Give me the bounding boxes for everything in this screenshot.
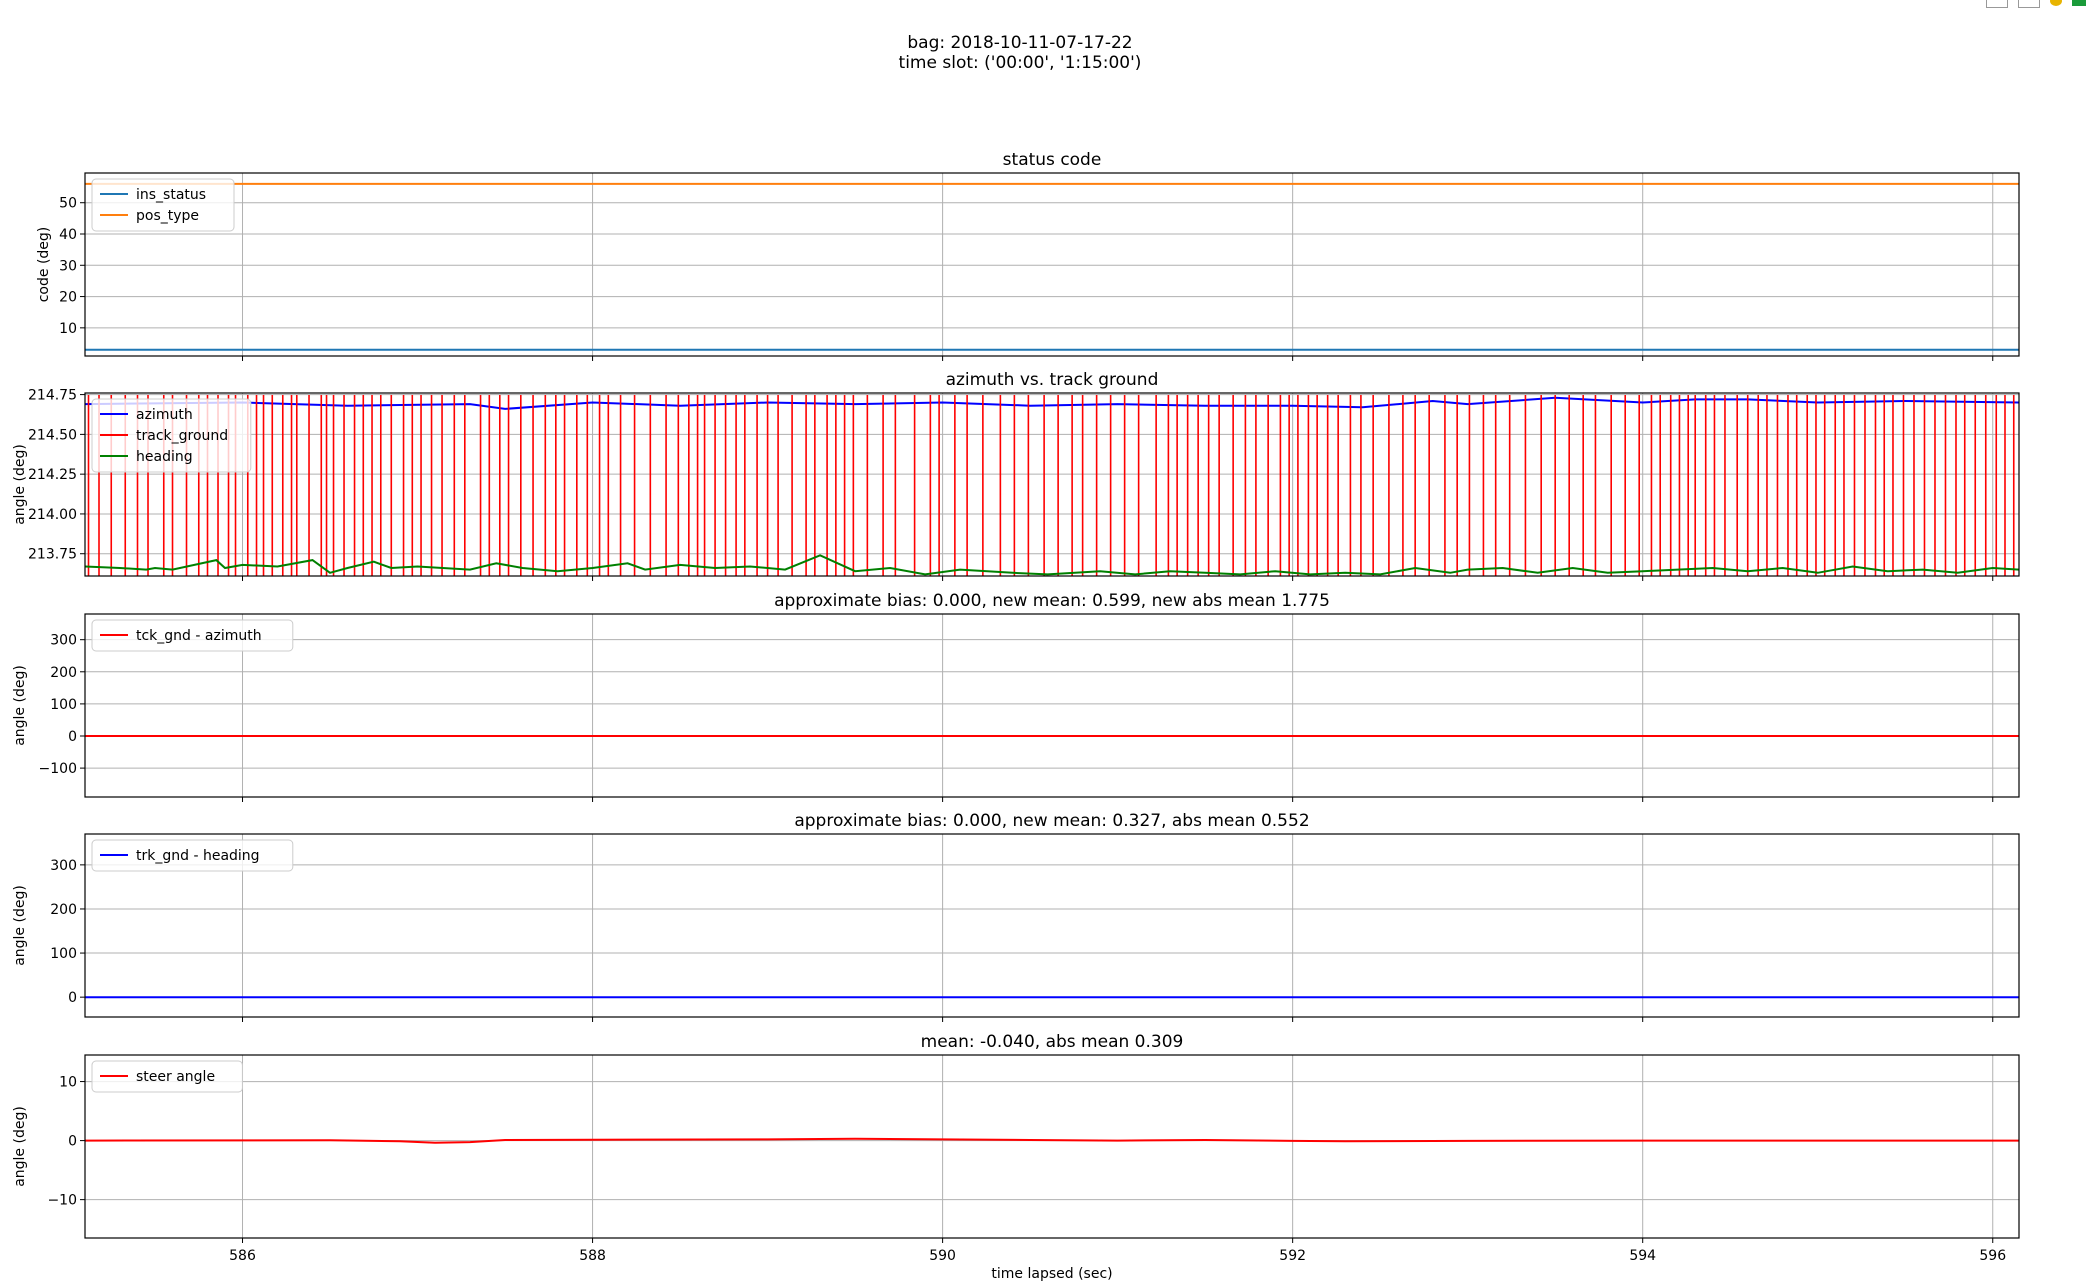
palette-icon[interactable] <box>2050 0 2062 6</box>
y-tick-label: 200 <box>50 665 77 681</box>
y-tick-label: 214.50 <box>28 427 77 443</box>
y-tick-label: 213.75 <box>28 547 77 563</box>
series-heading-line <box>85 554 2019 576</box>
y-tick-label: 214.00 <box>28 507 77 523</box>
y-tick-label: 300 <box>50 858 77 874</box>
plot-area-2 <box>85 614 2019 797</box>
axes-frame-2 <box>84 613 2020 798</box>
x-tick-label: 594 <box>1629 1248 1656 1264</box>
y-axis-label: angle (deg) <box>12 1106 28 1187</box>
x-tick-label: 592 <box>1279 1248 1306 1264</box>
y-tick-label: 0 <box>68 1134 77 1150</box>
y-tick-label: 100 <box>50 946 77 962</box>
plot-area-3 <box>85 834 2019 1017</box>
legend-label: trk_gnd - heading <box>136 848 260 864</box>
figure-title-line-2: time slot: ('00:00', '1:15:00') <box>898 53 1142 73</box>
legend-box <box>91 839 294 872</box>
legend-box <box>91 619 294 652</box>
figure-title-line-1: bag: 2018-10-11-07-17-22 <box>907 33 1133 53</box>
panel-title: azimuth vs. track ground <box>946 370 1159 390</box>
y-tick-label: 200 <box>50 902 77 918</box>
y-tick-label: −100 <box>39 761 77 777</box>
legend-label: ins_status <box>136 187 206 203</box>
y-axis-label: angle (deg) <box>12 665 28 746</box>
x-tick-label: 590 <box>929 1248 956 1264</box>
grid-icon[interactable] <box>2018 0 2040 8</box>
x-tick-label: 596 <box>1979 1248 2006 1264</box>
plot-area-4 <box>85 1055 2019 1238</box>
x-axis-label: time lapsed (sec) <box>991 1266 1112 1282</box>
y-tick-label: 0 <box>68 990 77 1006</box>
panel-title: approximate bias: 0.000, new mean: 0.327… <box>794 811 1309 831</box>
y-tick-label: 100 <box>50 697 77 713</box>
y-tick-label: 40 <box>59 227 77 243</box>
figure-title: bag: 2018-10-11-07-17-22 time slot: ('00… <box>0 33 2040 73</box>
y-tick-label: 300 <box>50 633 77 649</box>
legend-label: azimuth <box>136 407 193 423</box>
y-tick-label: 214.75 <box>28 388 77 404</box>
axes-frame-4 <box>84 1054 2020 1239</box>
y-axis-label: angle (deg) <box>12 885 28 966</box>
axes-frame-0 <box>84 172 2020 357</box>
panel-title: approximate bias: 0.000, new mean: 0.599… <box>774 591 1330 611</box>
legend-box <box>91 1060 243 1093</box>
y-tick-label: 214.25 <box>28 467 77 483</box>
plot-area-1 <box>85 393 2019 576</box>
legend-label: steer angle <box>136 1069 215 1085</box>
legend-box <box>91 178 235 232</box>
y-tick-label: 50 <box>59 196 77 212</box>
x-tick-label: 588 <box>579 1248 606 1264</box>
legend-label: heading <box>136 449 193 465</box>
panel-title: status code <box>1003 150 1102 170</box>
axes-frame-3 <box>84 833 2020 1018</box>
legend-label: tck_gnd - azimuth <box>136 628 262 644</box>
legend-label: pos_type <box>136 208 199 224</box>
legend-box <box>91 398 252 473</box>
y-axis-label: angle (deg) <box>12 444 28 525</box>
y-tick-label: −10 <box>47 1193 77 1209</box>
y-tick-label: 10 <box>59 1075 77 1091</box>
y-tick-label: 20 <box>59 290 77 306</box>
legend-label: track_ground <box>136 428 228 444</box>
series-steer-angle-line <box>85 1137 2019 1144</box>
x-tick-label: 586 <box>229 1248 256 1264</box>
toolbar-icons <box>1986 0 2086 8</box>
panel-title: mean: -0.040, abs mean 0.309 <box>921 1032 1184 1052</box>
arrow-icon[interactable] <box>2072 0 2086 6</box>
grid-icon[interactable] <box>1986 0 2008 8</box>
y-tick-label: 10 <box>59 321 77 337</box>
y-tick-label: 0 <box>68 729 77 745</box>
y-axis-label: code (deg) <box>36 227 52 303</box>
plot-area-0 <box>85 173 2019 356</box>
axes-frame-1 <box>84 392 2020 577</box>
y-tick-label: 30 <box>59 258 77 274</box>
